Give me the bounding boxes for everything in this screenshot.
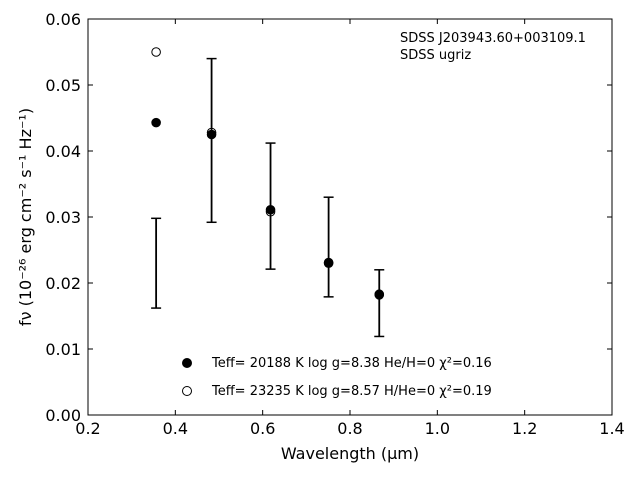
y-tick-label: 0.05	[45, 76, 81, 95]
annotation-object-name: SDSS J203943.60+003109.1	[400, 31, 586, 46]
model-point-filled	[323, 257, 334, 268]
y-tick-label: 0.00	[45, 406, 81, 425]
legend: Teff= 20188 K log g=8.38 He/H=0 χ²=0.16 …	[182, 356, 492, 399]
model-point-filled	[151, 117, 161, 128]
legend-label-series-2: Teff= 23235 K log g=8.57 H/He=0 χ²=0.19	[211, 384, 492, 399]
x-tick-label: 0.6	[250, 419, 275, 438]
x-tick-label: 0.8	[337, 419, 362, 438]
x-tick-label: 0.4	[163, 419, 188, 438]
model-point-filled	[265, 204, 276, 215]
x-tick-label: 1.4	[599, 419, 624, 438]
y-axis-ticks: 0.00 0.01 0.02 0.03 0.04 0.05 0.06	[45, 10, 612, 425]
y-tick-label: 0.03	[45, 208, 81, 227]
y-tick-label: 0.01	[45, 340, 81, 359]
error-bars	[151, 57, 385, 338]
model-point-filled	[374, 289, 385, 300]
legend-marker-open	[182, 386, 192, 396]
x-tick-label: 1.2	[512, 419, 537, 438]
y-axis-title: fν (10⁻²⁶ erg cm⁻² s⁻¹ Hz⁻¹)	[16, 108, 35, 326]
x-tick-label: 0.2	[75, 419, 100, 438]
x-axis-ticks: 0.2 0.4 0.6 0.8 1.0 1.2 1.4	[75, 19, 625, 438]
annotation-filters: SDSS ugriz	[400, 48, 471, 63]
model-point-filled	[206, 129, 217, 140]
x-axis-title: Wavelength (μm)	[281, 444, 419, 463]
y-tick-label: 0.04	[45, 142, 81, 161]
legend-label-series-1: Teff= 20188 K log g=8.38 He/H=0 χ²=0.16	[211, 356, 492, 371]
y-tick-label: 0.06	[45, 10, 81, 29]
y-tick-label: 0.02	[45, 274, 81, 293]
model-points	[151, 47, 385, 300]
legend-marker-filled	[182, 358, 192, 368]
x-tick-label: 1.0	[425, 419, 450, 438]
model-point-open	[151, 47, 161, 57]
